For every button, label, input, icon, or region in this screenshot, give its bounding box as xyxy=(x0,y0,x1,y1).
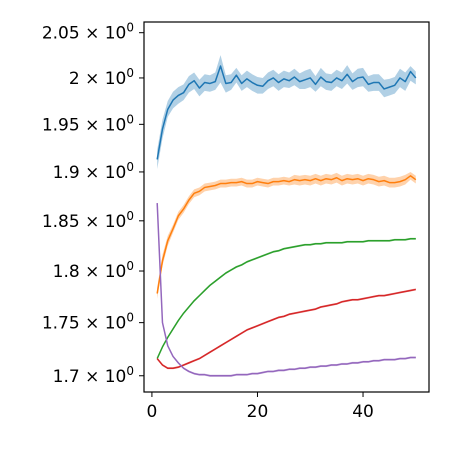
series-1-line xyxy=(156,65,417,160)
y-tick-label: 1.7 × 100 xyxy=(53,364,134,387)
confidence-bands xyxy=(157,55,416,377)
y-tick-label: 1.95 × 100 xyxy=(42,112,134,135)
y-tick-label: 1.8 × 100 xyxy=(53,259,134,282)
x-tick-label: 20 xyxy=(247,402,269,422)
y-tick-label: 1.9 × 100 xyxy=(53,160,134,183)
y-tick-label: 2 × 100 xyxy=(69,66,134,89)
y-tick-label: 1.85 × 100 xyxy=(42,209,134,232)
series-lines xyxy=(156,65,417,377)
series-1-band xyxy=(157,55,416,170)
x-axis: 0 20 40 xyxy=(147,392,374,422)
series-3-line xyxy=(156,237,416,359)
x-tick-label: 0 xyxy=(147,402,158,422)
series-2-line xyxy=(156,175,417,294)
axes-frame xyxy=(143,21,430,393)
series-5-band xyxy=(157,202,416,377)
x-tick-label: 40 xyxy=(352,402,374,422)
y-tick-label: 1.75 × 100 xyxy=(42,311,134,334)
series-2-band xyxy=(157,171,416,299)
y-tick-label: 2.05 × 100 xyxy=(42,21,134,44)
series-4-line xyxy=(156,288,416,369)
series-5-line xyxy=(156,203,416,377)
y-axis: 1.7 × 100 1.75 × 100 1.8 × 100 1.85 × 100 1.… xyxy=(42,21,144,387)
series-4-band xyxy=(157,288,416,370)
